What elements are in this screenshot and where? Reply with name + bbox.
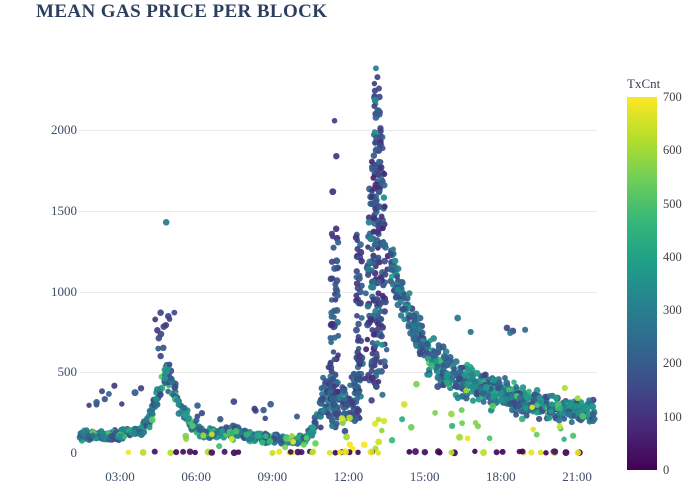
x-tick-label: 18:00 bbox=[486, 469, 516, 484]
x-tick-label: 12:00 bbox=[333, 469, 364, 484]
colorbar-tick-label: 300 bbox=[663, 303, 682, 318]
x-tick-label: 09:00 bbox=[257, 469, 288, 484]
y-tick-label: 0 bbox=[70, 445, 78, 460]
y-tick-label: 2000 bbox=[51, 122, 77, 138]
colorbar-tick-label: 200 bbox=[663, 356, 682, 371]
colorbar-tick-label: 100 bbox=[663, 409, 682, 424]
colorbar-tick-label: 0 bbox=[663, 463, 670, 477]
colorbar-title: TxCnt bbox=[627, 76, 661, 91]
x-tick-label: 03:00 bbox=[105, 469, 135, 484]
y-tick-label: 500 bbox=[57, 364, 78, 380]
colorbar-tick-label: 600 bbox=[663, 143, 682, 158]
colorbar: TxCnt 0 100 200 300 400 500 600 700 bbox=[627, 76, 700, 480]
colorbar-gradient bbox=[627, 97, 657, 470]
x-tick-label: 21:00 bbox=[562, 469, 592, 484]
colorbar-tick-label: 400 bbox=[663, 249, 682, 264]
x-tick-label: 06:00 bbox=[181, 469, 211, 484]
colorbar-tick-label: 700 bbox=[663, 90, 682, 104]
x-tick-label: 15:00 bbox=[409, 469, 440, 484]
y-tick-label: 1000 bbox=[51, 283, 77, 299]
colorbar-tick-label: 500 bbox=[663, 196, 682, 211]
y-tick-label: 1500 bbox=[51, 203, 77, 219]
chart-title: MEAN GAS PRICE PER BLOCK bbox=[36, 1, 328, 22]
